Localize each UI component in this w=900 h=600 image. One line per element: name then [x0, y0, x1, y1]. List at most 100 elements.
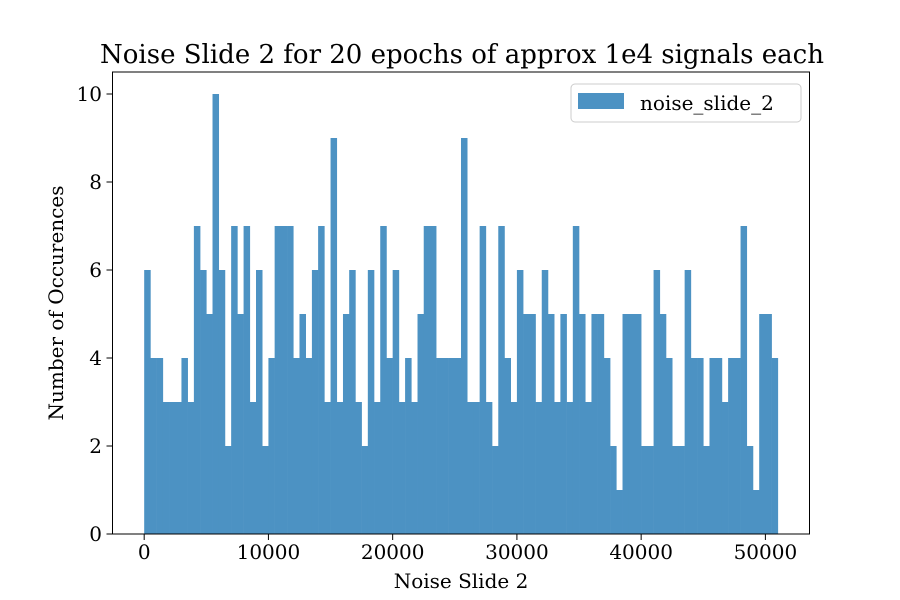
histogram-bar — [249, 402, 257, 534]
histogram-bar — [336, 402, 344, 534]
histogram-bar — [355, 402, 362, 534]
histogram-bar — [280, 226, 288, 534]
histogram-bar — [398, 402, 406, 534]
y-tick-label: 0 — [89, 522, 102, 546]
histogram-bar — [436, 358, 443, 534]
histogram-bar — [641, 446, 648, 534]
histogram-bar — [187, 402, 195, 534]
x-tick-label: 30000 — [485, 540, 549, 564]
y-tick-label: 2 — [89, 434, 102, 458]
histogram-bar — [492, 446, 499, 534]
histogram-bar — [715, 358, 723, 534]
histogram-bar — [162, 402, 170, 534]
histogram-bar — [591, 314, 598, 534]
histogram-bar — [448, 358, 456, 534]
y-tick-label: 10 — [77, 82, 102, 106]
histogram-bar — [392, 270, 400, 534]
histogram-bar — [423, 226, 431, 534]
histogram-bar — [287, 226, 294, 534]
histogram-bar — [293, 358, 300, 534]
histogram-bar — [461, 138, 468, 534]
histogram-bar — [156, 358, 164, 534]
histogram-bar — [144, 270, 151, 534]
histogram-bar — [442, 358, 449, 534]
histogram-bar — [585, 402, 592, 534]
histogram-bar — [485, 402, 493, 534]
histogram-bar — [678, 446, 685, 534]
x-axis-ticks: 0 10000 20000 30000 40000 50000 — [138, 534, 797, 564]
histogram-bar — [566, 402, 574, 534]
histogram-bar — [697, 358, 704, 534]
histogram-bar — [380, 226, 387, 534]
histogram-bar — [622, 314, 630, 534]
histogram-bar — [256, 270, 263, 534]
histogram-bar — [374, 402, 381, 534]
histogram-bar — [330, 138, 338, 534]
histogram-bar — [150, 358, 157, 534]
histogram-bar — [560, 314, 567, 534]
histogram-bar — [603, 358, 611, 534]
histogram-bar — [771, 358, 779, 534]
histogram-bar — [206, 314, 213, 534]
histogram-bar — [361, 446, 369, 534]
histogram-bar — [305, 358, 313, 534]
histogram-bar — [666, 358, 673, 534]
histogram-bar — [572, 226, 580, 534]
histogram-bar — [200, 270, 207, 534]
histogram-bar — [498, 226, 505, 534]
histogram-bar — [473, 402, 480, 534]
histogram-bar — [523, 314, 530, 534]
histogram-bar — [659, 314, 667, 534]
histogram-bar — [734, 358, 741, 534]
histogram-bar — [672, 446, 679, 534]
x-tick-label: 40000 — [609, 540, 673, 564]
histogram-bar — [349, 270, 356, 534]
histogram-bar — [417, 314, 425, 534]
histogram-bar — [529, 314, 536, 534]
histogram-bar — [634, 314, 642, 534]
y-tick-label: 4 — [89, 346, 102, 370]
legend: noise_slide_2 — [570, 83, 802, 123]
histogram-bar — [218, 270, 226, 534]
histogram-bar — [467, 402, 474, 534]
histogram-bar — [318, 226, 325, 534]
y-tick-label: 6 — [89, 258, 102, 282]
histogram-bar — [342, 314, 350, 534]
legend-label: noise_slide_2 — [640, 91, 774, 115]
histogram-bar — [169, 402, 176, 534]
histogram-bar — [193, 226, 201, 534]
legend-swatch — [578, 93, 624, 109]
histogram-bar — [224, 446, 232, 534]
plot-frame — [112, 71, 810, 535]
histogram-bar — [411, 402, 418, 534]
y-tick-label: 8 — [89, 170, 102, 194]
histogram-bar — [262, 446, 269, 534]
histogram-bar — [647, 446, 654, 534]
histogram-bar — [765, 314, 772, 534]
x-tick-label: 10000 — [237, 540, 301, 564]
histogram-bar — [386, 358, 393, 534]
histogram-bar — [479, 226, 487, 534]
chart-title: Noise Slide 2 for 20 epochs of approx 1e… — [100, 40, 824, 70]
x-tick-label: 0 — [138, 540, 151, 564]
x-axis-label: Noise Slide 2 — [394, 569, 529, 593]
histogram-bar — [759, 314, 766, 534]
histogram-bar — [690, 358, 698, 534]
histogram-bar — [746, 446, 754, 534]
histogram-bar — [510, 402, 518, 534]
histogram-bar — [504, 358, 511, 534]
histogram-bar — [610, 446, 617, 534]
histogram-bar — [454, 358, 462, 534]
histogram-bar — [703, 446, 710, 534]
histogram-bar — [243, 226, 251, 534]
histogram-bar — [535, 402, 543, 534]
histogram-bar — [554, 402, 561, 534]
histogram-bar — [709, 358, 716, 534]
histogram-bar — [367, 270, 375, 534]
histogram-bar — [324, 402, 331, 534]
histogram-bar — [547, 314, 555, 534]
histogram-bar — [212, 94, 220, 534]
y-axis-label: Number of Occurences — [44, 186, 68, 421]
histogram-bar — [541, 270, 549, 534]
x-tick-label: 20000 — [361, 540, 425, 564]
